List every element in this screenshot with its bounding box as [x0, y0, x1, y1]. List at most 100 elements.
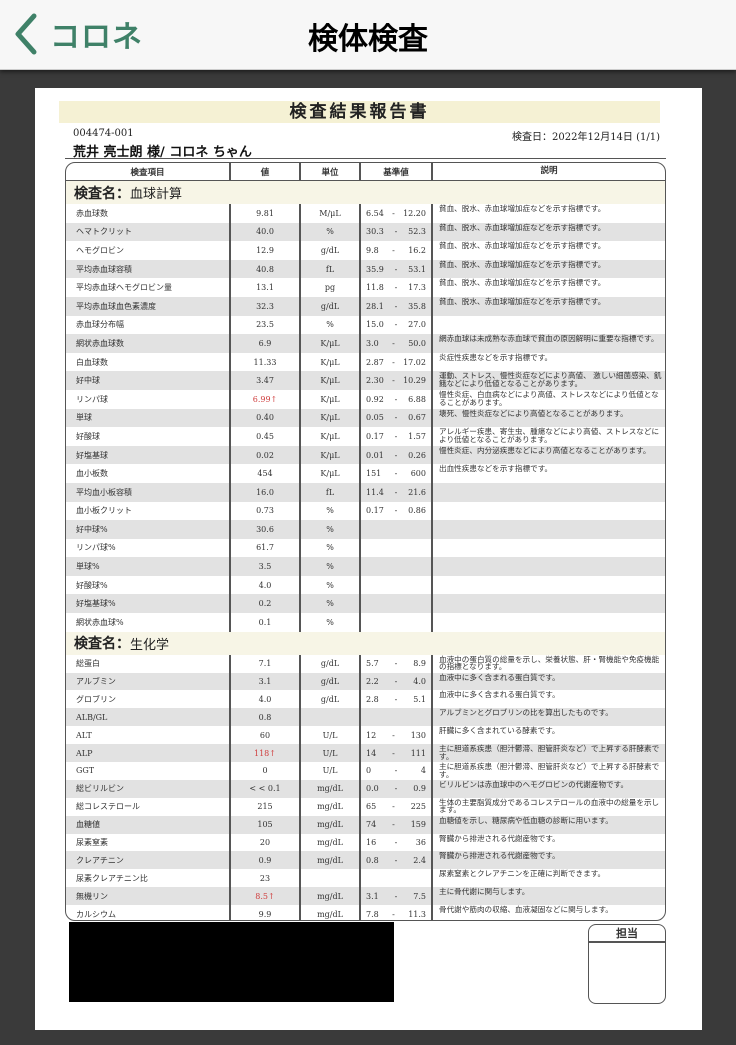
item-unit: U/L	[301, 726, 361, 745]
reference-range: 12 - 130	[361, 726, 433, 745]
reference-dash: -	[394, 487, 398, 497]
reference-range: 2.2 - 4.0	[361, 672, 433, 691]
reference-low: 14	[366, 748, 377, 758]
reference-low: 0.92	[366, 394, 384, 404]
reference-dash: -	[392, 909, 395, 919]
reference-range	[361, 708, 433, 727]
item-description	[433, 576, 665, 595]
document-number: 004474-001	[73, 128, 134, 139]
item-value: 23.5	[231, 315, 301, 335]
item-description: 尿素窒素とクレアチニンを正確に判断できます。	[439, 869, 606, 879]
item-unit: mg/dL	[301, 851, 361, 870]
reference-range: 6.54-12.20	[361, 204, 433, 223]
staff-stamp-box: 担当	[588, 924, 666, 1004]
item-value: 105	[231, 815, 301, 834]
reference-range: 2.87-17.02	[361, 352, 433, 372]
item-value: 61.7	[231, 538, 301, 558]
reference-low: 5.7	[366, 659, 379, 669]
item-unit: K/μL	[301, 389, 361, 409]
item-name: 好酸球	[66, 427, 231, 446]
item-name: ALP	[66, 744, 231, 762]
item-name: 好中球%	[66, 520, 231, 539]
item-value: 0.1	[231, 613, 301, 632]
reference-range: 0.92-6.88	[361, 389, 433, 409]
item-value: 16.0	[231, 482, 301, 502]
reference-low: 11.8	[366, 283, 384, 293]
reference-range	[361, 575, 433, 595]
section-prefix: 検査名：	[74, 185, 130, 202]
item-unit: mg/dL	[301, 833, 361, 852]
reference-high: 35.8	[408, 301, 426, 311]
item-value: 6.9	[231, 334, 301, 353]
chevron-left-icon	[15, 13, 37, 55]
item-name: 血小板数	[66, 464, 231, 483]
item-value: 23	[231, 869, 301, 888]
item-value: < < 0.1	[231, 779, 301, 798]
item-description	[433, 539, 665, 558]
reference-range: 0.05-0.67	[361, 408, 433, 428]
item-value: 7.1	[231, 654, 301, 673]
reference-high: 10.29	[403, 376, 426, 386]
staff-label: 担当	[589, 925, 665, 943]
item-unit: K/μL	[301, 445, 361, 465]
reference-high: 36	[415, 838, 426, 847]
reference-high: 53.1	[408, 264, 426, 274]
reference-low: 74	[366, 820, 377, 830]
item-name: 白血球数	[66, 352, 231, 372]
item-name: 好塩基球	[66, 445, 231, 465]
table-header: 検査項目 値 単位 基準値 説明	[66, 163, 665, 181]
item-name: カルシウム	[66, 905, 231, 920]
table-row: 好中球% 30.6%	[66, 520, 665, 539]
table-row: 好塩基球 0.02 K/μL 0.01-0.26 慢性炎症、内分泌疾患などにより高値とな…	[66, 445, 665, 465]
reference-range: 2.8 - 5.1	[361, 690, 433, 709]
item-unit: K/μL	[301, 408, 361, 428]
reference-dash: -	[394, 891, 398, 901]
item-name: 血小板クリット	[66, 501, 231, 521]
patient-name: 荒井 亮士朗 様/ コロネ ちゃん	[73, 145, 252, 160]
screen-title: 検体検査	[308, 22, 428, 57]
reference-low: 3.0	[366, 338, 379, 348]
item-name: ALB/GL	[66, 708, 231, 727]
column-header-unit: 単位	[301, 163, 361, 180]
item-description: 貧血、脱水、赤血球増加症などを示す指標です。	[439, 296, 606, 306]
item-description	[433, 594, 665, 613]
back-button[interactable]: コロネ	[12, 12, 143, 56]
reference-low: 0	[366, 766, 372, 776]
report-title: 検査結果報告書	[59, 101, 660, 123]
reference-dash: -	[394, 784, 398, 794]
item-unit: g/dL	[301, 690, 361, 709]
reference-dash: -	[394, 676, 398, 686]
table-row: リンパ球 6.99↑ K/μL 0.92-6.88 慢性炎症、白血病などにより高値、スト…	[66, 389, 665, 409]
results-table: 検査項目 値 単位 基準値 説明 検査名： 血球計算 赤血球数 9.81 M/μL 6.5…	[65, 162, 666, 921]
table-row: 好塩基球% 0.2%	[66, 594, 665, 614]
reference-dash: -	[394, 320, 398, 330]
reference-range: 0.8 - 2.4	[361, 851, 433, 870]
reference-dash: -	[392, 820, 395, 830]
item-description: 骨代謝や筋肉の収縮、血液凝固などに関与します。	[439, 905, 613, 915]
reference-dash: -	[394, 394, 398, 404]
item-description	[433, 316, 665, 335]
item-description: 主に胆道系疾患（胆汁鬱滞、胆管肝炎など）で上昇する肝酵素です。	[439, 762, 660, 779]
item-name: 総ビリルビン	[66, 779, 231, 798]
reference-range: 14 - 111	[361, 744, 433, 762]
item-description	[433, 520, 665, 539]
reference-high: 6.88	[408, 394, 426, 404]
reference-high: 5.1	[413, 694, 426, 704]
report-page: 検査結果報告書 004474-001 検査日：2022年12月14日 (1/1)…	[35, 88, 702, 1030]
reference-range: 0 - 4	[361, 762, 433, 780]
reference-range: 0.17-1.57	[361, 427, 433, 446]
reference-low: 6.54	[366, 208, 384, 218]
item-description: 貧血、脱水、赤血球増加症などを示す指標です。	[439, 259, 606, 269]
table-row: 平均血小板容積 16.0 fL 11.4-21.6	[66, 482, 665, 502]
item-unit: g/dL	[301, 296, 361, 316]
reference-dash: -	[392, 338, 395, 348]
exam-date: 検査日：2022年12月14日 (1/1)	[512, 132, 660, 143]
item-description: 貧血、脱水、赤血球増加症などを示す指標です。	[439, 241, 606, 251]
reference-high: 17.02	[403, 357, 426, 367]
reference-range: 0.01-0.26	[361, 445, 433, 465]
table-row: 網状赤血球数 6.9 K/μL 3.0 - 50.0 網赤血球は未成熟な赤血球で貧血の原因解…	[66, 334, 665, 353]
item-name: 好中球	[66, 371, 231, 390]
item-value: 0	[231, 762, 301, 780]
table-row: グロブリン 4.0 g/dL 2.8 - 5.1 血液中に多く含まれる蛋白質です。	[66, 690, 665, 709]
item-name: 赤血球数	[66, 204, 231, 223]
